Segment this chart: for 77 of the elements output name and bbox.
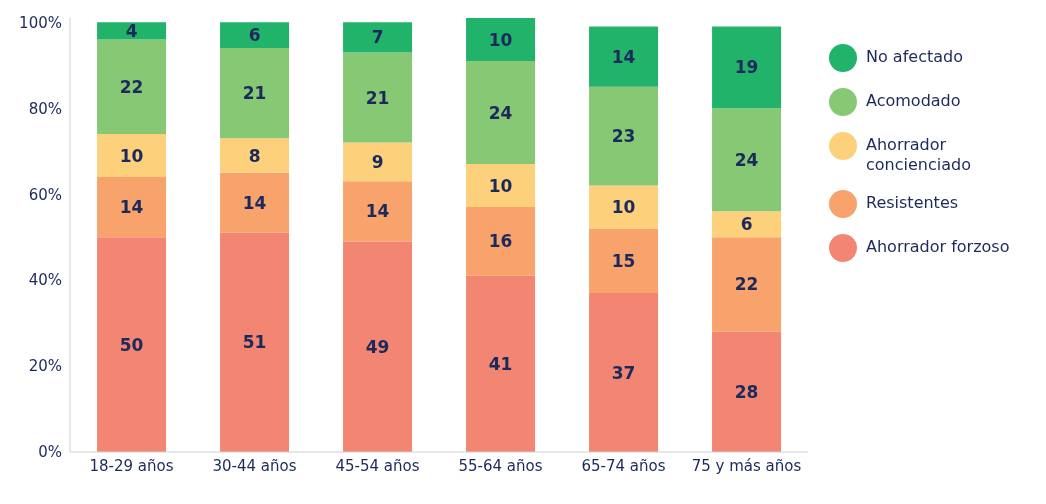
data-label: 50	[119, 334, 144, 355]
y-tick-label: 40%	[28, 271, 62, 290]
y-tick-label: 60%	[28, 185, 62, 204]
data-label: 10	[488, 175, 513, 196]
data-label: 14	[119, 197, 144, 218]
y-tick-label: 0%	[38, 443, 62, 462]
bar	[712, 237, 782, 332]
legend-label: Resistentes	[866, 192, 959, 213]
bar	[343, 181, 413, 242]
bar	[343, 142, 413, 182]
data-label: 14	[242, 192, 267, 213]
x-tick-label: 18-29 años	[89, 456, 174, 475]
bar	[343, 52, 413, 143]
data-label: 23	[611, 126, 636, 147]
legend-label: Acomodado	[866, 90, 961, 111]
bar	[712, 331, 782, 452]
bar	[97, 39, 167, 135]
x-tick-label: 45-54 años	[335, 456, 420, 475]
legend-label: No afectado	[866, 46, 963, 67]
data-label: 28	[734, 381, 759, 402]
y-tick-label: 80%	[28, 99, 62, 118]
data-label: 14	[611, 46, 636, 67]
bar	[343, 241, 413, 452]
data-label: 37	[611, 362, 636, 383]
bar	[220, 22, 290, 49]
bar	[220, 232, 290, 452]
data-label: 49	[365, 336, 390, 357]
bar	[712, 26, 782, 109]
data-label: 10	[119, 145, 144, 166]
y-tick-label: 20%	[28, 357, 62, 376]
x-tick-label: 75 y más años	[691, 456, 802, 475]
bar	[712, 108, 782, 212]
bar	[343, 22, 413, 53]
data-label: 22	[734, 274, 759, 295]
y-tick-label: 100%	[19, 13, 62, 32]
data-label: 10	[488, 29, 513, 50]
data-label: 6	[740, 214, 753, 235]
data-label: 24	[734, 149, 759, 170]
legend-label: Ahorrador concienciado	[866, 134, 972, 175]
data-label: 21	[365, 87, 390, 108]
data-label: 4	[125, 20, 138, 41]
bar	[466, 207, 536, 276]
bar	[97, 176, 167, 238]
bar	[589, 26, 659, 87]
data-label: 24	[488, 102, 513, 123]
data-label: 21	[242, 83, 267, 104]
bar	[589, 293, 659, 452]
x-tick-label: 30-44 años	[212, 456, 297, 475]
bar	[220, 138, 290, 173]
bar	[589, 228, 659, 294]
bar	[466, 164, 536, 208]
data-label: 22	[119, 76, 144, 97]
data-label: 41	[488, 353, 513, 374]
bar	[220, 48, 290, 139]
bar	[97, 22, 167, 40]
x-tick-label: 55-64 años	[458, 456, 543, 475]
data-label: 19	[734, 57, 759, 78]
bar	[466, 18, 536, 61]
data-label: 51	[242, 332, 267, 353]
data-label: 6	[248, 25, 261, 46]
bar	[466, 60, 536, 165]
legend-label: Ahorrador forzoso	[866, 236, 1010, 257]
data-label: 14	[365, 201, 390, 222]
bar	[712, 211, 782, 238]
data-label: 16	[488, 231, 513, 252]
data-label: 15	[611, 250, 636, 271]
bar	[589, 185, 659, 229]
data-label: 10	[611, 197, 636, 218]
data-label: 9	[371, 151, 384, 172]
bar	[97, 237, 167, 452]
bar	[97, 134, 167, 177]
bar	[220, 172, 290, 233]
x-tick-label: 65-74 años	[581, 456, 666, 475]
bar	[589, 86, 659, 186]
bar	[466, 275, 536, 452]
data-label: 7	[371, 27, 384, 48]
data-label: 8	[248, 145, 261, 166]
